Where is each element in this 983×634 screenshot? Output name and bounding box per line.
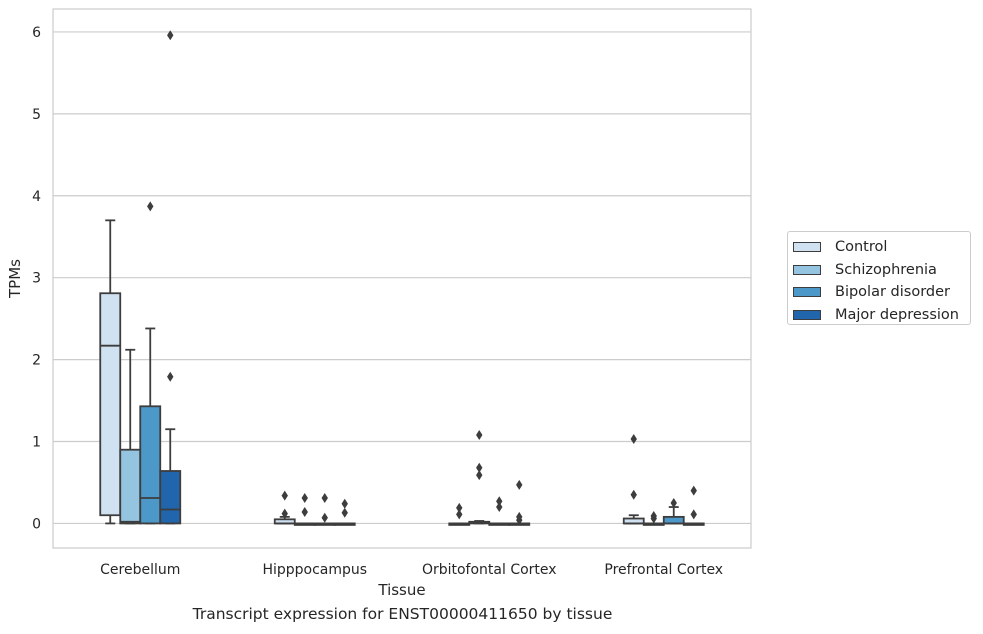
box-plot-box: [468, 429, 491, 525]
box-plot-box: [488, 496, 511, 526]
box-iqr: [662, 515, 685, 525]
plot-frame: [52, 8, 752, 549]
box-plot-box: [293, 493, 316, 526]
outlier-point: [650, 511, 657, 522]
outlier-point: [476, 470, 483, 481]
box-iqr: [159, 470, 182, 525]
legend-label: Bipolar disorder: [835, 284, 950, 301]
legend-item: Major depression: [793, 304, 970, 327]
y-tick-label: 0: [32, 516, 41, 532]
outlier-point: [496, 502, 503, 513]
y-tick-label: 4: [32, 189, 41, 205]
legend-swatch: [793, 264, 821, 275]
legend-label: Control: [835, 239, 888, 256]
legend-item: Bipolar disorder: [793, 281, 970, 304]
axis-ticks: 0 1 2 3 4 5 6 Cerebellum Hipppocampus Orbitofonta…: [32, 25, 723, 578]
box-plot-series: [99, 30, 705, 526]
legend-swatch: [793, 242, 821, 253]
legend-label: Schizophrenia: [835, 261, 937, 278]
box-plot-box: [662, 497, 685, 525]
box-plot-box: [448, 502, 471, 526]
x-axis-label: Tissue: [377, 581, 425, 599]
legend-item: Control: [793, 236, 970, 259]
outlier-point: [630, 489, 637, 500]
outlier-point: [167, 371, 174, 382]
box-plot-box: [313, 493, 336, 526]
outlier-point: [690, 485, 697, 496]
outlier-point: [167, 30, 174, 41]
outlier-point: [341, 507, 348, 518]
outlier-point: [670, 497, 677, 508]
x-tick-label: Hipppocampus: [262, 562, 367, 578]
outlier-point: [321, 512, 328, 523]
outlier-point: [301, 493, 308, 504]
box-iqr: [99, 292, 122, 517]
outlier-point: [456, 509, 463, 520]
legend-item: Schizophrenia: [793, 259, 970, 282]
chart-caption: Transcript expression for ENST0000041165…: [192, 605, 613, 623]
outlier-point: [147, 201, 154, 212]
outlier-point: [476, 429, 483, 440]
y-tick-label: 3: [32, 271, 41, 287]
x-tick-label: Prefrontal Cortex: [604, 562, 723, 578]
box-plot-box: [139, 201, 162, 525]
box-plot-box: [642, 511, 665, 526]
y-tick-label: 1: [32, 435, 41, 451]
y-tick-label: 5: [32, 107, 41, 123]
x-tick-label: Orbitofontal Cortex: [422, 562, 557, 578]
box-iqr: [119, 448, 142, 525]
chart-legend: Control Schizophrenia Bipolar disorder M…: [787, 231, 971, 325]
box-plot-box: [682, 485, 705, 526]
outlier-point: [516, 479, 523, 490]
outlier-point: [281, 490, 288, 501]
outlier-point: [301, 506, 308, 517]
outlier-point: [341, 498, 348, 509]
outlier-point: [321, 493, 328, 504]
outlier-point: [496, 496, 503, 507]
box-plot-box: [99, 219, 122, 525]
box-plot-box: [159, 30, 182, 525]
box-plot-box: [119, 348, 142, 525]
box-plot-box: [273, 490, 296, 525]
y-tick-label: 6: [32, 25, 41, 41]
legend-swatch: [793, 309, 821, 320]
outlier-point: [690, 509, 697, 520]
outlier-point: [456, 502, 463, 513]
outlier-point: [516, 511, 523, 522]
outlier-point: [281, 508, 288, 519]
outlier-point: [630, 434, 637, 445]
box-plot-box: [333, 498, 356, 526]
x-tick-label: Cerebellum: [100, 562, 180, 578]
outlier-point: [476, 462, 483, 473]
legend-swatch: [793, 287, 821, 298]
y-tick-label: 2: [32, 353, 41, 369]
box-iqr: [139, 405, 162, 525]
y-axis-label: TPMs: [6, 259, 24, 299]
box-plot-box: [508, 479, 531, 526]
box-plot-box: [622, 434, 645, 525]
legend-label: Major depression: [835, 306, 959, 323]
